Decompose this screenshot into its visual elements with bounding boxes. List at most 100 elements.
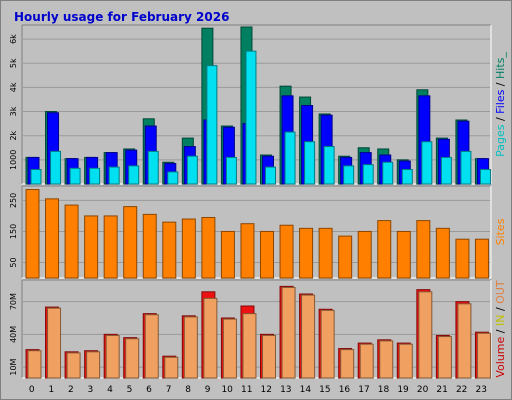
panel-requests: 1000 2k 3k 4k 5k 6k Pages / Files / Hits_ bbox=[9, 24, 507, 185]
bar-sites-hour-8 bbox=[181, 218, 196, 279]
bar-pages-hour-18 bbox=[382, 161, 394, 185]
x-tick-label-2: 2 bbox=[68, 385, 74, 395]
x-tick-label-16: 16 bbox=[339, 385, 351, 395]
side-label-part: Hits bbox=[494, 57, 507, 79]
panel-volume: 10M 40M 70M Volume / IN / OUT bbox=[9, 279, 507, 379]
bar-out-hour-21 bbox=[437, 336, 452, 379]
bar-out-hour-18 bbox=[379, 340, 394, 379]
bar-out-hour-1 bbox=[47, 307, 62, 379]
panel-background bbox=[22, 25, 491, 184]
bar-sites-hour-2 bbox=[64, 204, 79, 279]
bar-sites-hour-22 bbox=[455, 238, 470, 279]
y-tick-label: 250 bbox=[9, 193, 18, 208]
x-tick-label-22: 22 bbox=[456, 385, 467, 395]
y-tick-label: 70M bbox=[9, 293, 18, 310]
x-tick-label-21: 21 bbox=[436, 385, 447, 395]
bar-pages-hour-4 bbox=[108, 166, 120, 185]
side-label-visits: Sites bbox=[494, 218, 507, 245]
panel-visits: 50 150 250 Sites bbox=[9, 185, 507, 279]
bar-sites-hour-23 bbox=[474, 238, 489, 279]
bar-out-hour-10 bbox=[222, 318, 237, 379]
panel-background bbox=[22, 280, 491, 378]
x-tick-label-6: 6 bbox=[146, 385, 152, 395]
bar-out-hour-0 bbox=[27, 350, 42, 379]
bar-out-hour-13 bbox=[281, 286, 296, 379]
x-tick-label-9: 9 bbox=[205, 385, 211, 395]
bar-sites-hour-21 bbox=[435, 227, 450, 279]
bar-pages-hour-7 bbox=[167, 171, 179, 185]
bar-sites-hour-19 bbox=[396, 230, 411, 279]
side-label-part: / bbox=[494, 114, 507, 125]
bar-pages-hour-15 bbox=[323, 146, 335, 185]
bar-sites-hour-9 bbox=[201, 216, 216, 279]
x-tick-label-0: 0 bbox=[29, 385, 35, 395]
x-tick-label-13: 13 bbox=[280, 385, 291, 395]
x-tick-label-5: 5 bbox=[127, 385, 133, 395]
bar-sites-hour-13 bbox=[279, 224, 294, 279]
bar-out-hour-2 bbox=[66, 352, 81, 379]
side-label-volume: Volume / IN / OUT bbox=[494, 280, 507, 378]
bar-out-hour-7 bbox=[164, 356, 179, 379]
x-tick-label-15: 15 bbox=[319, 385, 330, 395]
bar-pages-hour-13 bbox=[284, 131, 296, 185]
bar-out-hour-22 bbox=[457, 303, 472, 379]
chart-title: Hourly usage for February 2026 bbox=[14, 10, 229, 24]
y-tick-label: 3k bbox=[9, 106, 18, 116]
bar-pages-hour-10 bbox=[225, 156, 237, 185]
x-tick-label-1: 1 bbox=[48, 385, 54, 395]
bar-pages-hour-21 bbox=[440, 156, 452, 185]
x-tick-label-18: 18 bbox=[378, 385, 390, 395]
bar-out-hour-16 bbox=[340, 349, 355, 379]
bar-out-hour-17 bbox=[359, 343, 374, 379]
bar-sites-hour-12 bbox=[260, 230, 274, 279]
side-label-part: / bbox=[494, 326, 507, 337]
x-tick-label-19: 19 bbox=[397, 385, 409, 395]
side-label-part: Sites bbox=[494, 218, 507, 245]
side-label-part: Volume bbox=[494, 336, 507, 377]
bar-sites-hour-6 bbox=[142, 213, 157, 279]
y-tick-label: 10M bbox=[9, 358, 18, 375]
y-tick-label: 4k bbox=[9, 82, 18, 92]
bar-sites-hour-4 bbox=[103, 215, 118, 279]
x-tick-label-7: 7 bbox=[166, 385, 172, 395]
bar-sites-hour-11 bbox=[240, 223, 255, 279]
bar-pages-hour-9 bbox=[206, 65, 218, 185]
bar-pages-hour-8 bbox=[186, 155, 198, 185]
bar-out-hour-6 bbox=[144, 314, 159, 379]
x-tick-label-23: 23 bbox=[476, 385, 487, 395]
bar-out-hour-11 bbox=[242, 313, 257, 379]
bar-pages-hour-19 bbox=[401, 169, 413, 185]
bar-pages-hour-2 bbox=[69, 167, 81, 185]
bar-out-hour-4 bbox=[105, 334, 120, 379]
y-tick-label: 40M bbox=[9, 326, 18, 343]
bar-pages-hour-14 bbox=[304, 141, 316, 185]
bar-out-hour-9 bbox=[203, 297, 218, 379]
bar-sites-hour-0 bbox=[25, 189, 40, 279]
bar-sites-hour-7 bbox=[162, 221, 177, 279]
bar-sites-hour-18 bbox=[377, 220, 392, 279]
x-tick-label-4: 4 bbox=[107, 385, 113, 395]
bar-sites-hour-14 bbox=[299, 227, 314, 279]
bar-pages-hour-1 bbox=[50, 150, 62, 185]
x-tick-label-10: 10 bbox=[221, 385, 233, 395]
bar-out-hour-8 bbox=[183, 316, 198, 379]
y-tick-label: 6k bbox=[9, 34, 18, 44]
side-label-part: _ bbox=[494, 52, 507, 59]
side-label-part: IN bbox=[494, 315, 507, 326]
side-label-part: / bbox=[494, 79, 507, 90]
bar-pages-hour-17 bbox=[362, 164, 374, 185]
bar-out-hour-19 bbox=[398, 343, 413, 379]
bar-sites-hour-20 bbox=[416, 220, 431, 279]
y-tick-label: 2k bbox=[9, 130, 18, 140]
x-tick-label-20: 20 bbox=[417, 385, 429, 395]
bar-sites-hour-15 bbox=[318, 227, 333, 279]
bar-sites-hour-5 bbox=[123, 206, 138, 279]
y-tick-label: 1000 bbox=[9, 150, 18, 170]
bar-pages-hour-0 bbox=[30, 169, 42, 185]
bar-out-hour-14 bbox=[301, 294, 316, 379]
bar-out-hour-12 bbox=[262, 334, 276, 379]
side-label-requests: Pages / Files / Hits_ bbox=[494, 52, 507, 157]
side-label-part: OUT bbox=[494, 280, 507, 304]
x-axis-hours: 0 1 2 3 4 5 6 7 8 9 10 11 12 13 14 15 16 17 18 19 20 21 22 23 bbox=[29, 385, 487, 395]
